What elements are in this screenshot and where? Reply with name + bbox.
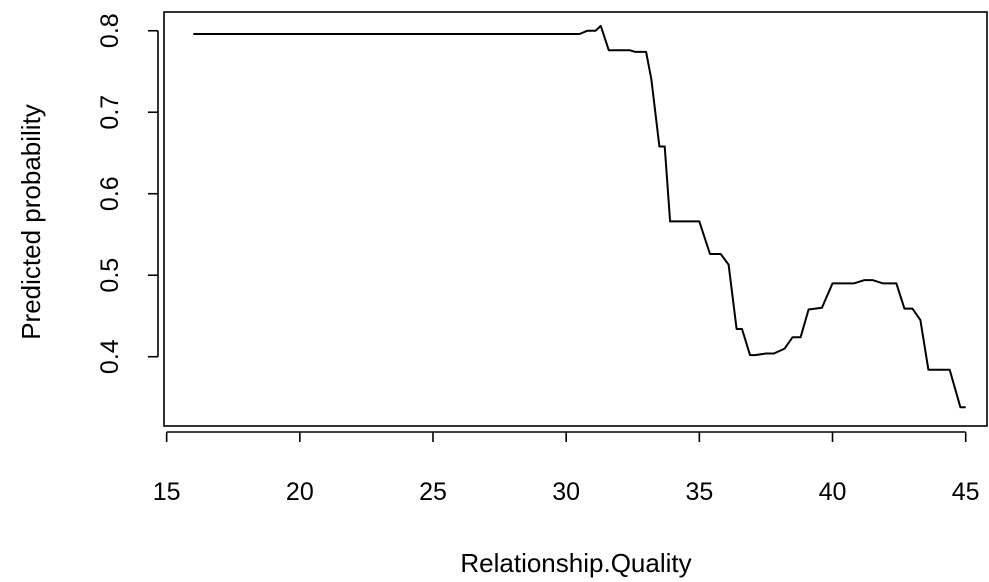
y-tick-label: 0.6 — [96, 176, 124, 211]
y-tick-label: 0.4 — [96, 339, 124, 374]
x-tick-label: 15 — [153, 478, 181, 506]
y-tick-label: 0.7 — [96, 95, 124, 130]
x-tick-label: 40 — [819, 478, 847, 506]
x-tick-label: 45 — [952, 478, 980, 506]
y-tick-label: 0.5 — [96, 258, 124, 293]
series-line — [193, 24, 966, 409]
x-axis: 15 20 25 30 35 40 45 — [153, 431, 980, 506]
x-tick-label: 30 — [552, 478, 580, 506]
x-tick-label: 35 — [685, 478, 713, 506]
x-tick-label: 20 — [286, 478, 314, 506]
y-axis-title: Predicted probability — [16, 104, 46, 340]
x-axis-title: Relationship.Quality — [460, 548, 691, 578]
y-axis: 0.4 0.5 0.6 0.7 0.8 — [96, 13, 159, 374]
y-tick-label: 0.8 — [96, 13, 124, 48]
x-tick-label: 25 — [419, 478, 447, 506]
plot-frame — [163, 11, 988, 427]
